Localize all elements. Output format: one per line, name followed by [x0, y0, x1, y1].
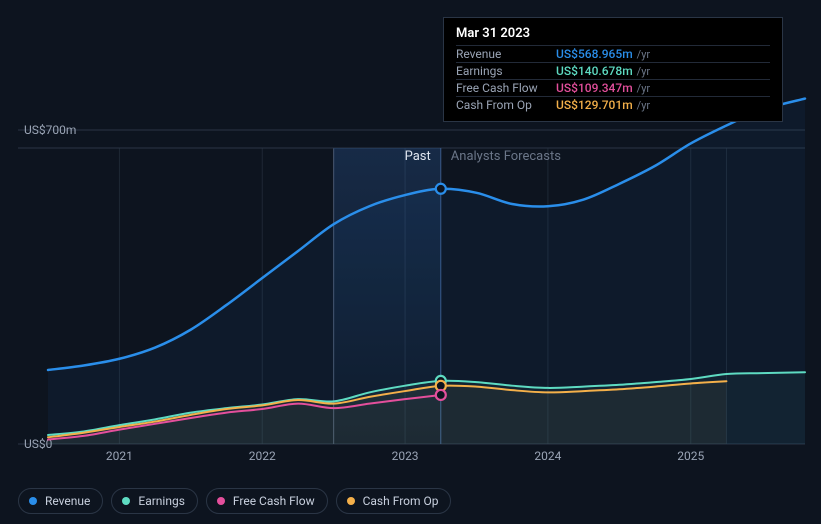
- svg-text:2023: 2023: [392, 449, 419, 463]
- tooltip-label: Revenue: [456, 47, 556, 61]
- legend-item-cash-from-op[interactable]: Cash From Op: [336, 488, 452, 514]
- tooltip-unit: /yr: [637, 82, 650, 95]
- svg-text:2021: 2021: [106, 449, 133, 463]
- tooltip-label: Free Cash Flow: [456, 81, 556, 95]
- legend-item-revenue[interactable]: Revenue: [18, 488, 103, 514]
- svg-text:Past: Past: [405, 149, 431, 164]
- legend-dot: [122, 497, 130, 505]
- legend-label: Revenue: [45, 494, 90, 508]
- legend-dot: [347, 497, 355, 505]
- legend-dot: [29, 497, 37, 505]
- legend-label: Cash From Op: [363, 494, 439, 508]
- tooltip-value: US$568.965m: [556, 47, 633, 61]
- chart-tooltip: Mar 31 2023 RevenueUS$568.965m/yrEarning…: [443, 17, 783, 122]
- chart-legend: Revenue Earnings Free Cash Flow Cash From O…: [18, 488, 451, 514]
- tooltip-unit: /yr: [637, 48, 650, 61]
- tooltip-value: US$140.678m: [556, 64, 633, 78]
- svg-text:US$700m: US$700m: [24, 123, 76, 137]
- tooltip-value: US$109.347m: [556, 81, 633, 95]
- tooltip-label: Cash From Op: [456, 98, 556, 112]
- tooltip-unit: /yr: [637, 65, 650, 78]
- tooltip-row: Cash From OpUS$129.701m/yr: [456, 96, 770, 113]
- svg-text:2022: 2022: [249, 449, 276, 463]
- svg-text:2024: 2024: [534, 449, 561, 463]
- tooltip-unit: /yr: [637, 99, 650, 112]
- tooltip-row: Free Cash FlowUS$109.347m/yr: [456, 79, 770, 96]
- legend-label: Free Cash Flow: [233, 494, 315, 508]
- legend-dot: [217, 497, 225, 505]
- tooltip-row: RevenueUS$568.965m/yr: [456, 45, 770, 62]
- tooltip-label: Earnings: [456, 64, 556, 78]
- tooltip-row: EarningsUS$140.678m/yr: [456, 62, 770, 79]
- legend-item-earnings[interactable]: Earnings: [111, 488, 198, 514]
- tooltip-value: US$129.701m: [556, 98, 633, 112]
- tooltip-date: Mar 31 2023: [456, 26, 770, 45]
- svg-text:Analysts Forecasts: Analysts Forecasts: [451, 149, 561, 164]
- legend-label: Earnings: [138, 494, 185, 508]
- svg-text:2025: 2025: [677, 449, 704, 463]
- legend-item-free-cash-flow[interactable]: Free Cash Flow: [206, 488, 328, 514]
